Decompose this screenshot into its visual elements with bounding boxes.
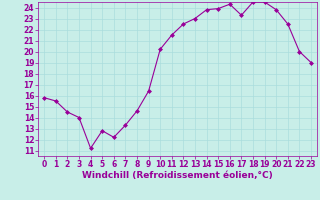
X-axis label: Windchill (Refroidissement éolien,°C): Windchill (Refroidissement éolien,°C) — [82, 171, 273, 180]
